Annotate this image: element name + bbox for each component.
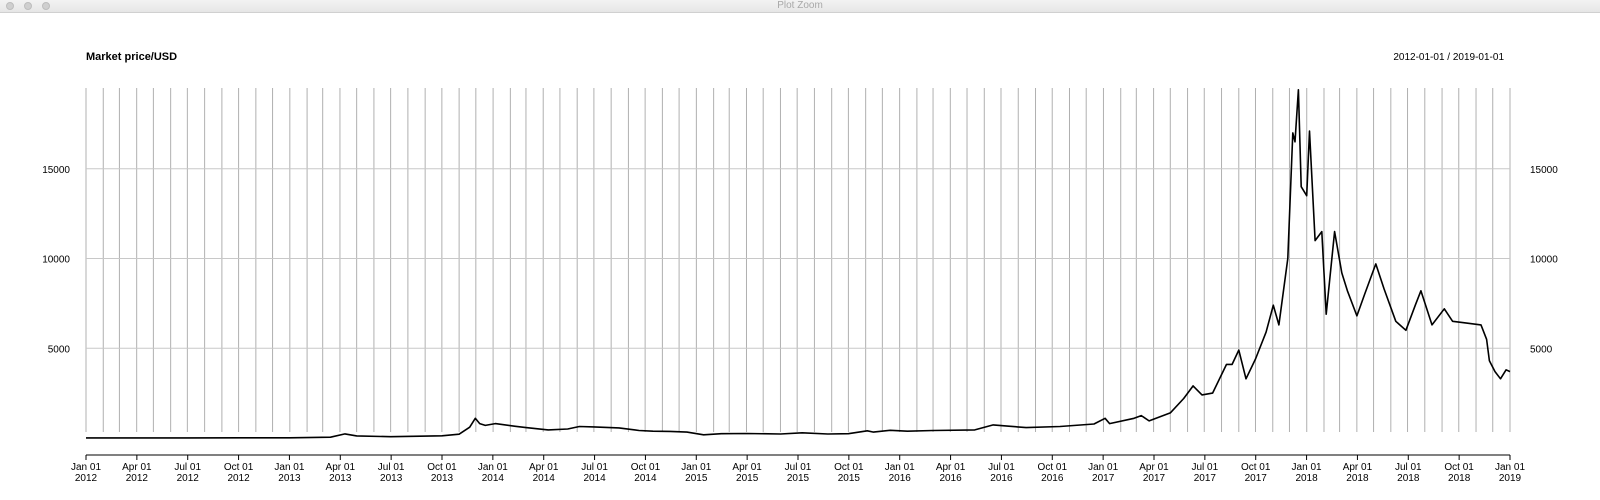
x-tick-label: Apr 01	[122, 462, 152, 473]
x-tick-label-year: 2017	[1245, 473, 1268, 484]
x-tick-label: Oct 01	[1038, 462, 1068, 473]
minimize-window-button[interactable]	[24, 2, 32, 10]
y-tick-label-left: 5000	[48, 344, 71, 355]
y-tick-label-right: 10000	[1530, 255, 1558, 266]
x-tick-label: Jan 01	[478, 462, 508, 473]
y-axis-right: 5000 10000 15000	[1530, 165, 1558, 355]
x-tick-label: Oct 01	[834, 462, 864, 473]
x-tick-label-year: 2018	[1346, 473, 1369, 484]
x-tick-label-year: 2016	[1041, 473, 1064, 484]
x-tick-label-year: 2012	[227, 473, 250, 484]
x-tick-label: Oct 01	[1444, 462, 1474, 473]
price-series-line	[86, 89, 1511, 439]
x-tick-label: Jul 01	[378, 462, 405, 473]
x-tick-label: Apr 01	[1139, 462, 1169, 473]
x-tick-label-year: 2016	[939, 473, 962, 484]
window-titlebar: Plot Zoom	[0, 0, 1600, 13]
date-range-label: 2012-01-01 / 2019-01-01	[1393, 52, 1504, 63]
x-tick-label: Jul 01	[1192, 462, 1219, 473]
x-tick-label: Apr 01	[529, 462, 559, 473]
x-tick-label-year: 2012	[75, 473, 98, 484]
close-window-button[interactable]	[6, 2, 14, 10]
x-tick-label-year: 2014	[634, 473, 657, 484]
horizontal-grid	[86, 168, 1510, 349]
x-tick-label: Jul 01	[785, 462, 812, 473]
x-tick-label: Apr 01	[326, 462, 356, 473]
x-tick-label: Jan 01	[1292, 462, 1322, 473]
x-tick-label: Jan 01	[71, 462, 101, 473]
x-tick-label: Jul 01	[581, 462, 608, 473]
x-tick-label-year: 2013	[380, 473, 403, 484]
x-tick-label: Apr 01	[1343, 462, 1373, 473]
x-tick-label-year: 2015	[685, 473, 708, 484]
y-tick-label-left: 10000	[42, 255, 70, 266]
x-tick-label-year: 2012	[177, 473, 200, 484]
x-tick-label-year: 2014	[533, 473, 556, 484]
x-tick-label: Jan 01	[274, 462, 304, 473]
x-tick-label: Oct 01	[1241, 462, 1271, 473]
x-tick-label-year: 2019	[1499, 473, 1522, 484]
y-tick-label-right: 5000	[1530, 344, 1553, 355]
x-tick-label: Apr 01	[936, 462, 966, 473]
x-tick-label: Jan 01	[681, 462, 711, 473]
x-tick-label: Oct 01	[427, 462, 457, 473]
x-tick-label: Jan 01	[1088, 462, 1118, 473]
price-chart: Market price/USD 2012-01-01 / 2019-01-01…	[42, 51, 1558, 484]
y-axis-left: 5000 10000 15000	[42, 165, 70, 355]
x-tick-label-year: 2013	[278, 473, 301, 484]
x-tick-label-year: 2017	[1092, 473, 1115, 484]
window-title: Plot Zoom	[777, 0, 823, 11]
x-tick-label-year: 2015	[838, 473, 861, 484]
vertical-grid	[85, 88, 1511, 432]
y-tick-label-right: 15000	[1530, 165, 1558, 176]
x-tick-label-year: 2013	[329, 473, 352, 484]
x-tick-label-year: 2013	[431, 473, 454, 484]
x-tick-label: Jul 01	[988, 462, 1015, 473]
x-tick-label: Apr 01	[732, 462, 762, 473]
x-tick-label-year: 2014	[482, 473, 505, 484]
x-tick-label-year: 2016	[889, 473, 912, 484]
x-tick-label: Jul 01	[1395, 462, 1422, 473]
x-tick-label: Oct 01	[631, 462, 661, 473]
x-tick-label-year: 2015	[787, 473, 810, 484]
x-tick-label-year: 2018	[1448, 473, 1471, 484]
x-tick-label-year: 2017	[1194, 473, 1217, 484]
x-tick-label-year: 2016	[990, 473, 1013, 484]
x-tick-label: Oct 01	[224, 462, 254, 473]
x-tick-label-year: 2014	[583, 473, 606, 484]
x-tick-label-year: 2012	[126, 473, 149, 484]
x-tick-label: Jan 01	[885, 462, 915, 473]
chart-title: Market price/USD	[86, 51, 177, 63]
x-tick-label: Jul 01	[174, 462, 201, 473]
y-tick-label-left: 15000	[42, 165, 70, 176]
x-tick-label: Jan 01	[1495, 462, 1525, 473]
zoom-window-button[interactable]	[42, 2, 50, 10]
x-tick-label-year: 2018	[1295, 473, 1318, 484]
x-tick-label-year: 2015	[736, 473, 759, 484]
x-tick-label-year: 2018	[1397, 473, 1420, 484]
x-tick-label-year: 2017	[1143, 473, 1166, 484]
